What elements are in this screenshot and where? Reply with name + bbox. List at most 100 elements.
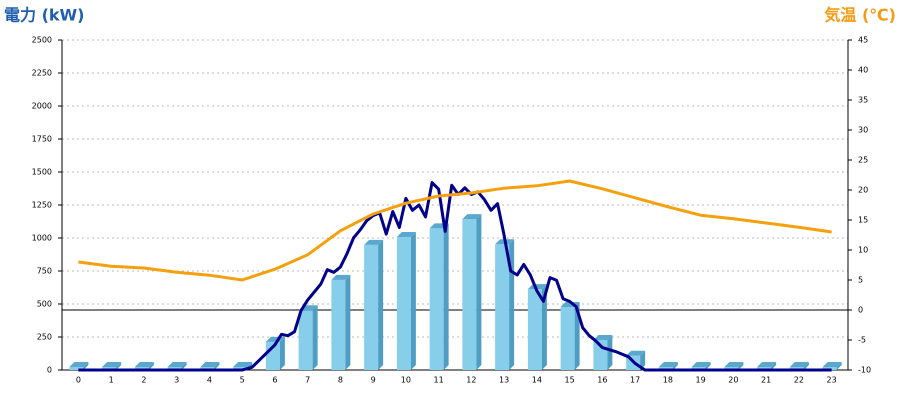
bar: [298, 305, 318, 370]
x-tick-label: 6: [272, 376, 277, 385]
bar: [560, 301, 580, 370]
bar-top: [822, 362, 842, 367]
x-tick-label: 5: [240, 376, 245, 385]
y2-tick-label: 0: [858, 306, 863, 315]
line: [78, 179, 832, 282]
bar-side: [574, 301, 580, 370]
bar-side: [672, 362, 678, 370]
bar-side: [214, 362, 220, 370]
y-tick-label: 1750: [32, 135, 52, 144]
bar-top: [789, 362, 809, 367]
bar-side: [410, 231, 416, 370]
bar-front: [298, 310, 313, 370]
bar-side: [116, 362, 122, 370]
bar-side: [476, 214, 482, 370]
bar-side: [148, 362, 154, 370]
bar-top: [396, 231, 416, 237]
bar-side: [771, 362, 777, 370]
x-tick-label: 13: [499, 376, 509, 385]
bar-top: [167, 362, 187, 367]
bar-front: [560, 306, 575, 370]
bar-top: [200, 362, 220, 367]
bar: [69, 362, 89, 370]
x-tick-label: 15: [565, 376, 575, 385]
x-tick-label: 8: [338, 376, 343, 385]
bar: [364, 239, 384, 370]
x-tick-label: 0: [76, 376, 81, 385]
bar-top: [331, 274, 351, 280]
bar: [429, 223, 449, 370]
bar: [527, 284, 547, 370]
bar-front: [364, 244, 379, 370]
bar-front: [527, 289, 542, 370]
bar: [462, 214, 482, 370]
bar-front: [429, 228, 444, 370]
x-tick-label: 23: [827, 376, 837, 385]
y-tick-label: 500: [37, 300, 52, 309]
y2-tick-label: -5: [858, 336, 866, 345]
y-tick-label: 750: [37, 267, 52, 276]
y-tick-label: 1250: [32, 201, 52, 210]
bar-top: [134, 362, 154, 367]
x-tick-label: 20: [728, 376, 738, 385]
bar-top: [462, 214, 482, 220]
bar-top: [69, 362, 89, 367]
bar-top: [658, 362, 678, 367]
x-tick-label: 1: [109, 376, 114, 385]
bar-top: [527, 284, 547, 290]
x-tick-label: 4: [207, 376, 212, 385]
y-tick-label: 1000: [32, 234, 52, 243]
bar-side: [803, 362, 809, 370]
bar-side: [181, 362, 187, 370]
y2-tick-label: 40: [858, 66, 868, 75]
y2-tick-label: 30: [858, 126, 868, 135]
bar-top: [626, 350, 646, 356]
y2-tick-label: 45: [858, 36, 868, 45]
bar-side: [607, 334, 613, 370]
bar: [495, 239, 515, 370]
bar-front: [396, 236, 411, 370]
y-tick-label: 2500: [32, 36, 52, 45]
bar-front: [462, 219, 477, 370]
y2-tick-label: 15: [858, 216, 868, 225]
x-tick-label: 14: [532, 376, 542, 385]
bar-top: [102, 362, 122, 367]
bar-top: [757, 362, 777, 367]
bar-side: [836, 362, 842, 370]
bar-side: [83, 362, 89, 370]
x-tick-label: 12: [466, 376, 476, 385]
bar-side: [345, 274, 351, 370]
y-tick-label: 0: [47, 366, 52, 375]
y-tick-label: 1500: [32, 168, 52, 177]
y2-tick-label: 35: [858, 96, 868, 105]
y-tick-label: 2000: [32, 102, 52, 111]
bar-side: [640, 350, 646, 370]
x-tick-label: 9: [371, 376, 376, 385]
bar-side: [541, 284, 547, 370]
chart-title: 電力 (kW): [4, 6, 85, 25]
bar-top: [593, 334, 613, 340]
bar-side: [312, 305, 318, 370]
y2-tick-label: -10: [858, 366, 871, 375]
bar-side: [738, 362, 744, 370]
y2-tick-label: 5: [858, 276, 863, 285]
y2-title: 気温 (℃): [824, 6, 896, 25]
x-tick-label: 7: [305, 376, 310, 385]
bar-front: [69, 367, 84, 370]
bar-side: [705, 362, 711, 370]
x-tick-label: 22: [794, 376, 804, 385]
bar-side: [279, 336, 285, 370]
bar-top: [364, 239, 384, 245]
x-tick-label: 3: [174, 376, 179, 385]
bar-top: [724, 362, 744, 367]
y2-tick-label: 10: [858, 246, 868, 255]
y-tick-label: 250: [37, 333, 52, 342]
bar-side: [378, 239, 384, 370]
x-tick-label: 16: [597, 376, 607, 385]
bar-top: [233, 362, 253, 367]
bar: [396, 231, 416, 370]
x-tick-label: 21: [761, 376, 771, 385]
bar-top: [691, 362, 711, 367]
